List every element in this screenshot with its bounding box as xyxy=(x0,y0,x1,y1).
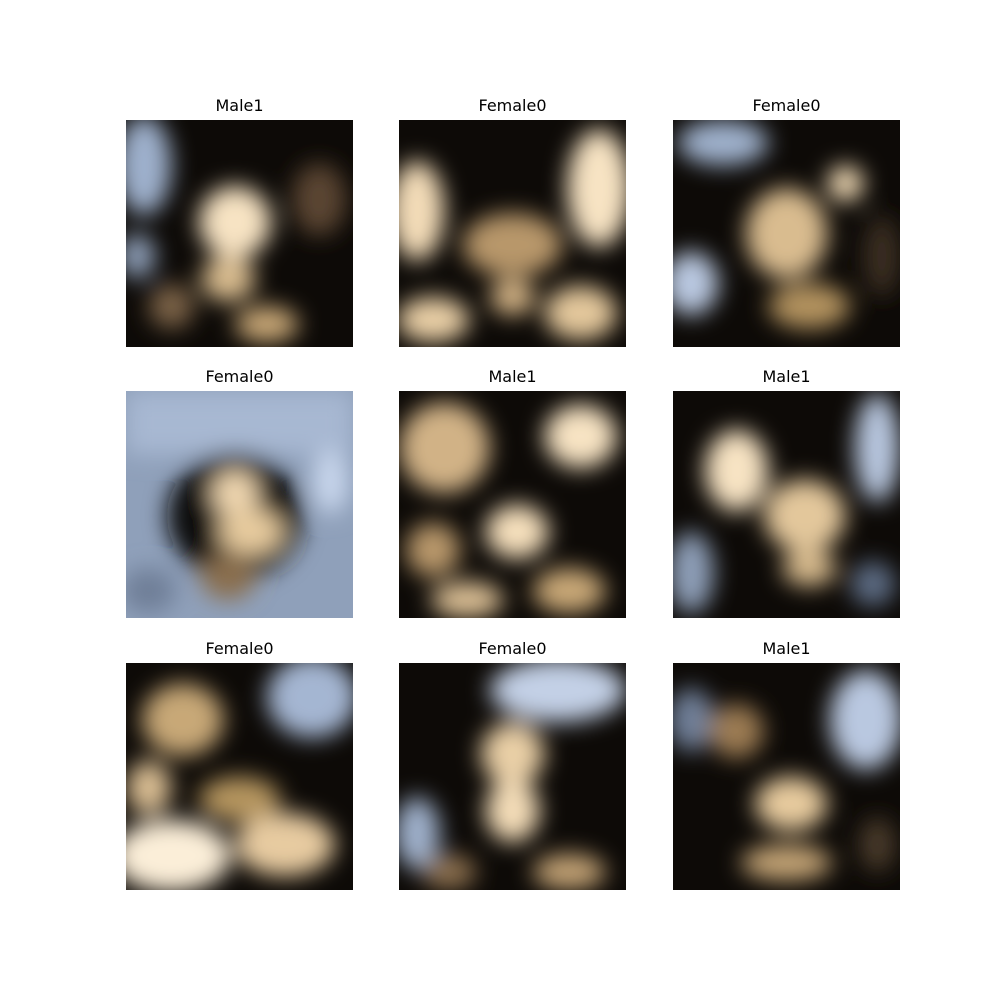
panel-title: Male1 xyxy=(215,96,264,115)
generated-face-image xyxy=(673,663,900,890)
panel-title: Female0 xyxy=(752,96,821,115)
generated-face-image xyxy=(399,120,626,347)
generated-face-image xyxy=(126,663,353,890)
generated-face-image xyxy=(399,663,626,890)
panel-title: Female0 xyxy=(205,367,274,386)
generated-face-image xyxy=(126,120,353,347)
generated-face-image xyxy=(673,391,900,618)
panel-title: Male1 xyxy=(488,367,537,386)
panel-title: Female0 xyxy=(478,639,547,658)
panel-title: Female0 xyxy=(478,96,547,115)
panel-title: Male1 xyxy=(762,639,811,658)
generated-face-image xyxy=(673,120,900,347)
panel-title: Male1 xyxy=(762,367,811,386)
panel-title: Female0 xyxy=(205,639,274,658)
generated-face-image xyxy=(399,391,626,618)
generated-face-image xyxy=(126,391,353,618)
